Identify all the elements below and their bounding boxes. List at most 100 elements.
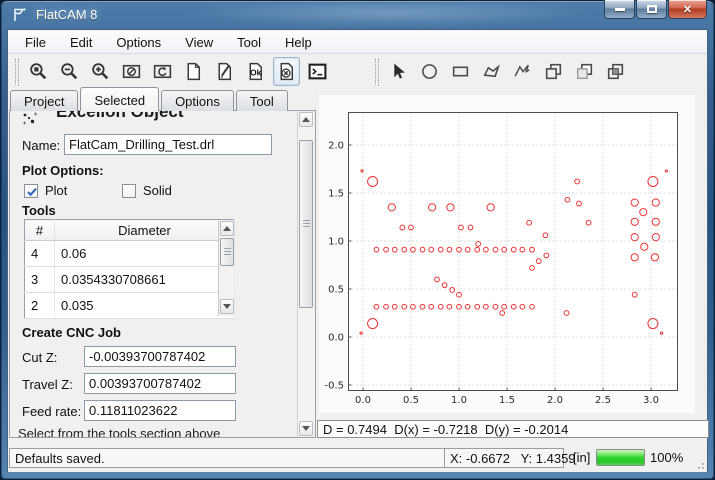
subtract-tool-button[interactable] xyxy=(571,57,598,86)
svg-text:Ok: Ok xyxy=(250,68,262,78)
plot-options-label: Plot Options: xyxy=(22,163,104,178)
plot-checkbox-label: Plot xyxy=(45,183,68,198)
tools-label: Tools xyxy=(22,203,56,218)
replot-icon xyxy=(153,64,172,79)
union-tool-button[interactable] xyxy=(540,57,567,86)
new-file-button[interactable] xyxy=(180,57,207,86)
svg-text:0.5: 0.5 xyxy=(403,395,419,406)
zoom-fit-button[interactable] xyxy=(25,57,52,86)
tool-diameter[interactable]: 0.06 xyxy=(54,240,235,267)
minimize-button[interactable] xyxy=(604,0,635,19)
menu-options[interactable]: Options xyxy=(116,34,162,50)
polyline-tool-button[interactable] xyxy=(509,57,536,86)
cut-z-label: Cut Z: xyxy=(22,350,58,365)
toolbar: Ok xyxy=(8,54,707,89)
solid-checkbox[interactable]: Solid xyxy=(122,183,172,198)
svg-text:0.0: 0.0 xyxy=(355,395,371,406)
tool-number[interactable]: 4 xyxy=(24,240,55,267)
new-file-icon xyxy=(187,62,201,81)
svg-text:1.5: 1.5 xyxy=(328,189,344,200)
cursor-coordinates: X: -0.6672 Y: 1.4359 xyxy=(444,448,576,468)
minimize-icon xyxy=(614,7,625,11)
table-row[interactable]: 2 0.035 xyxy=(24,292,235,319)
progress-percent: 100% xyxy=(650,450,684,465)
name-label: Name: xyxy=(22,138,61,153)
feed-rate-label: Feed rate: xyxy=(22,404,82,419)
tools-col-diameter[interactable]: Diameter xyxy=(54,219,235,241)
circle-tool-icon xyxy=(422,64,437,79)
svg-text:3.0: 3.0 xyxy=(643,395,659,406)
object-heading: Excellon Object xyxy=(56,111,184,121)
resize-grip[interactable] xyxy=(694,459,704,469)
zoom-fit-icon xyxy=(30,63,47,80)
svg-text:-0.5: -0.5 xyxy=(324,381,344,392)
drill-pattern-icon xyxy=(22,112,37,126)
zoom-out-button[interactable] xyxy=(56,57,83,86)
tools-select-note: Select from the tools section above xyxy=(18,426,221,438)
menu-edit[interactable]: Edit xyxy=(69,34,93,50)
tool-diameter[interactable]: 0.035 xyxy=(54,292,235,319)
shell-button[interactable] xyxy=(304,57,331,86)
delete-object-icon xyxy=(280,62,294,81)
tab-options[interactable]: Options xyxy=(161,90,234,111)
zoom-in-button[interactable] xyxy=(87,57,114,86)
panel-scroll-down-button[interactable] xyxy=(299,421,313,436)
tools-table: # Diameter 4 0.06 3 0.0354330708661 2 0.… xyxy=(24,219,235,319)
table-row[interactable]: 3 0.0354330708661 xyxy=(24,266,235,293)
intersect-tool-button[interactable] xyxy=(602,57,629,86)
plot-checkbox[interactable]: Plot xyxy=(24,183,67,198)
table-scrollbar[interactable] xyxy=(218,220,234,316)
progress-fill xyxy=(597,450,644,465)
panel-scrollbar[interactable] xyxy=(297,112,314,437)
svg-text:2.0: 2.0 xyxy=(547,395,563,406)
table-scroll-up-button[interactable] xyxy=(220,221,234,236)
table-row[interactable]: 4 0.06 xyxy=(24,240,235,267)
tab-bar: Project Selected Options Tool xyxy=(10,87,290,111)
clear-plot-icon xyxy=(122,64,141,79)
status-bar: Defaults saved. X: -0.6672 Y: 1.4359 [in… xyxy=(8,443,707,472)
plot-canvas[interactable]: 0.0 0.5 1.0 1.5 2.0 2.5 3.0 -0.5 0.0 0.5 1.0 1.5 2.0 xyxy=(319,95,695,413)
tools-col-number[interactable]: # xyxy=(24,219,55,241)
tool-number[interactable]: 3 xyxy=(24,266,55,293)
polygon-tool-button[interactable] xyxy=(478,57,505,86)
drill-scatter-plot: 0.0 0.5 1.0 1.5 2.0 2.5 3.0 -0.5 0.0 0.5 1.0 1.5 2.0 xyxy=(324,112,678,406)
down-arrow-icon xyxy=(302,426,310,431)
menu-help[interactable]: Help xyxy=(284,34,312,50)
maximize-button[interactable] xyxy=(636,0,667,19)
menu-tool[interactable]: Tool xyxy=(237,34,261,50)
menu-bar: File Edit Options View Tool Help xyxy=(8,31,707,54)
tab-project[interactable]: Project xyxy=(10,90,79,111)
svg-text:1.0: 1.0 xyxy=(451,395,467,406)
rectangle-tool-button[interactable] xyxy=(447,57,474,86)
toolbar-drag-handle[interactable] xyxy=(15,58,19,85)
edit-button[interactable] xyxy=(211,57,238,86)
circle-tool-button[interactable] xyxy=(416,57,443,86)
ok-button[interactable]: Ok xyxy=(242,57,269,86)
tool-number[interactable]: 2 xyxy=(24,292,55,319)
tool-diameter[interactable]: 0.0354330708661 xyxy=(54,266,235,293)
toolbar-drag-handle-2[interactable] xyxy=(375,58,379,85)
table-scroll-down-button[interactable] xyxy=(220,299,234,314)
menu-file[interactable]: File xyxy=(25,34,46,50)
tab-tool[interactable]: Tool xyxy=(235,90,288,111)
window-title: FlatCAM 8 xyxy=(36,7,98,22)
travel-z-input[interactable] xyxy=(84,373,236,394)
cnc-heading: Create CNC Job xyxy=(22,325,121,340)
table-scrollbar-thumb[interactable] xyxy=(220,238,234,266)
panel-scroll-up-button[interactable] xyxy=(299,112,313,127)
checkbox-unchecked-icon xyxy=(122,183,136,198)
replot-button[interactable] xyxy=(149,57,176,86)
pointer-icon xyxy=(394,63,405,79)
name-input[interactable] xyxy=(64,134,272,155)
tab-selected[interactable]: Selected xyxy=(80,87,160,111)
cut-z-input[interactable] xyxy=(84,346,236,367)
title-bar[interactable]: FlatCAM 8 ✕ xyxy=(0,0,715,29)
menu-view[interactable]: View xyxy=(185,34,214,50)
delete-object-button[interactable] xyxy=(273,57,300,86)
clear-plot-button[interactable] xyxy=(118,57,145,86)
pointer-tool-button[interactable] xyxy=(385,57,412,86)
feed-rate-input[interactable] xyxy=(84,400,236,421)
close-button[interactable]: ✕ xyxy=(668,0,707,19)
panel-scrollbar-thumb[interactable] xyxy=(299,140,313,308)
